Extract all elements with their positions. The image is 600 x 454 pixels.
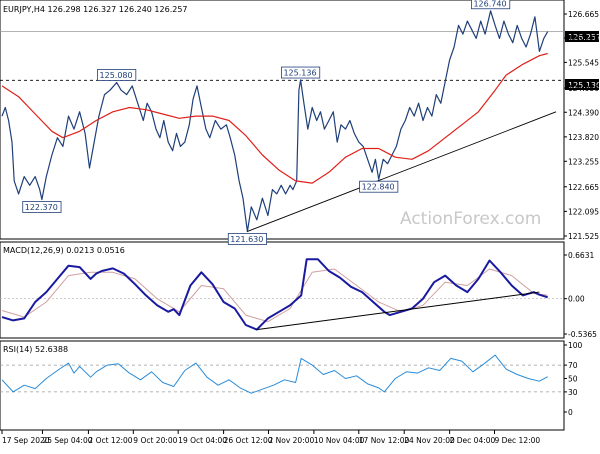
rsi-ytick-label: 30 (568, 388, 578, 397)
price-ytick-label: 124.390 (568, 108, 599, 117)
annotation-box (471, 0, 511, 10)
level-label: 125.130 (568, 81, 600, 90)
macd-ytick-label: 0.6631 (568, 251, 594, 260)
level-tag (565, 79, 599, 90)
price-ytick-label: 122.095 (568, 207, 599, 216)
rsi-panel-frame (0, 340, 565, 431)
price-ytick-label: 122.665 (568, 183, 599, 192)
macd-panel-frame (0, 241, 565, 339)
price-ytick-label: 125.545 (568, 58, 599, 67)
x-tick-label: 2 Nov 20:00 (268, 436, 314, 445)
annotation-label: 126.740 (473, 0, 506, 8)
last-price-tag (565, 31, 599, 42)
x-tick-label: 2 Dec 04:00 (450, 436, 496, 445)
rsi-series-line (1, 354, 548, 394)
annotation-label: 122.840 (362, 183, 395, 192)
rsi-ytick-label: 100 (568, 341, 583, 350)
price-ytick-label: 123.820 (568, 133, 599, 142)
price-trendline (247, 111, 557, 232)
x-tick-label: 9 Oct 20:00 (133, 436, 177, 445)
annotation-box (281, 66, 321, 79)
annotation-box (22, 201, 62, 213)
x-tick-label: 19 Oct 04:00 (178, 436, 227, 445)
last-price-label: 126.257 (568, 33, 600, 42)
x-tick-label: 17 Sep 2020 (2, 436, 50, 445)
annotation-label: 122.370 (25, 203, 58, 212)
x-tick-label: 25 Sep 04:00 (42, 436, 92, 445)
rsi-ytick-label: 50 (568, 375, 578, 384)
macd-ytick-label: -0.5365 (568, 330, 597, 339)
sma-series-line (1, 52, 548, 184)
x-tick-label: 17 Nov 12:00 (359, 436, 410, 445)
annotation-label: 125.080 (100, 71, 133, 80)
price-ytick-label: 124.950 (568, 84, 599, 93)
rsi-ytick-label: 0 (568, 408, 573, 417)
annotation-box (359, 180, 399, 193)
price-ytick-label: 123.255 (568, 157, 599, 166)
rsi-ytick-label: 70 (568, 361, 578, 370)
macd-signal-line (1, 268, 548, 323)
annotation-box (227, 233, 267, 245)
price-panel-title: EURJPY,H4 126.298 126.327 126.240 126.25… (3, 5, 188, 14)
rsi-panel-label: RSI(14) 52.6388 (3, 345, 68, 354)
x-tick-label: 10 Nov 04:00 (314, 436, 365, 445)
macd-panel-label: MACD(12,26,9) 0.0213 0.0516 (3, 246, 125, 255)
macd-main-line (1, 258, 548, 331)
x-tick-label: 2 Oct 12:00 (88, 436, 132, 445)
price-ytick-label: 121.525 (568, 232, 599, 241)
watermark-text: ActionForex.com (400, 209, 541, 229)
annotation-box (97, 69, 137, 81)
macd-ytick-label: 0.00 (568, 295, 585, 304)
x-tick-label: 26 Oct 12:00 (224, 436, 273, 445)
price-panel-frame (0, 0, 565, 240)
chart-dynamic-layer: 126.665 126.110 125.545 124.950 124.390 123.8… (0, 0, 599, 445)
annotation-label: 125.136 (283, 69, 316, 78)
annotation-label: 121.630 (230, 235, 263, 244)
price-ytick-label: 126.665 (568, 10, 599, 19)
price-ytick-label: 126.110 (568, 34, 599, 43)
price-series-line (1, 10, 549, 233)
x-tick-label: 24 Nov 20:00 (404, 436, 455, 445)
x-tick-label: 9 Dec 12:00 (495, 436, 541, 445)
macd-trendline (256, 291, 540, 331)
